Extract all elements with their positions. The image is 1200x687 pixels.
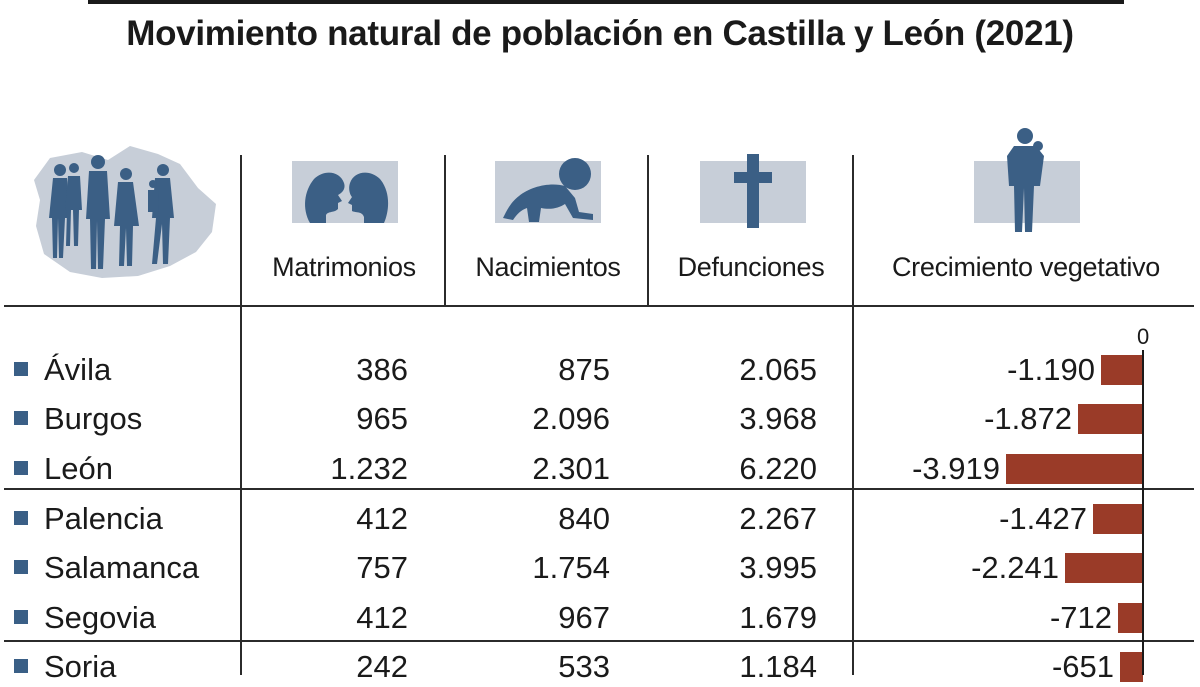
bullet-marker bbox=[14, 659, 28, 673]
chart-title: Movimiento natural de población en Casti… bbox=[126, 14, 1074, 53]
growth-value-label: -712 bbox=[1049, 600, 1112, 635]
province-name: Soria bbox=[44, 649, 117, 684]
province-name: Segovia bbox=[44, 600, 157, 635]
cell-matrimonios: 242 bbox=[356, 649, 408, 684]
province-label: Soria bbox=[14, 647, 116, 687]
province-label: Palencia bbox=[14, 499, 163, 539]
cell-nacimientos: 967 bbox=[558, 600, 610, 635]
cell-matrimonios: 412 bbox=[356, 600, 408, 635]
cell-matrimonios: 757 bbox=[356, 550, 408, 585]
cell-nacimientos: 533 bbox=[558, 649, 610, 684]
province-name: León bbox=[44, 451, 113, 486]
cell-matrimonios: 412 bbox=[356, 501, 408, 536]
growth-bar bbox=[1065, 553, 1143, 583]
bullet-marker bbox=[14, 560, 28, 574]
cell-defunciones: 3.995 bbox=[739, 550, 817, 585]
province-name: Salamanca bbox=[44, 550, 200, 585]
growth-value-label: -651 bbox=[1051, 649, 1114, 684]
province-name: Burgos bbox=[44, 401, 143, 436]
cell-matrimonios: 965 bbox=[356, 401, 408, 436]
adult-holding-child-icon bbox=[1007, 128, 1044, 232]
growth-value-label: -1.872 bbox=[984, 401, 1072, 436]
province-name: Palencia bbox=[44, 501, 163, 536]
province-label: Ávila bbox=[14, 350, 111, 390]
growth-bar bbox=[1078, 404, 1143, 434]
cross-icon bbox=[734, 154, 772, 228]
bullet-marker bbox=[14, 610, 28, 624]
cell-defunciones: 1.679 bbox=[739, 600, 817, 635]
group-divider-2 bbox=[4, 640, 1194, 642]
cell-defunciones: 3.968 bbox=[739, 401, 817, 436]
growth-value-label: -2.241 bbox=[971, 550, 1059, 585]
bullet-marker bbox=[14, 362, 28, 376]
header-nacimientos: Nacimientos bbox=[475, 252, 621, 282]
growth-bar bbox=[1101, 355, 1143, 385]
province-label: Salamanca bbox=[14, 548, 199, 588]
growth-bar bbox=[1093, 504, 1143, 534]
cell-nacimientos: 2.096 bbox=[532, 401, 610, 436]
province-label: Segovia bbox=[14, 598, 156, 638]
col-divider-4 bbox=[852, 155, 854, 675]
bullet-marker bbox=[14, 511, 28, 525]
growth-bar bbox=[1118, 603, 1143, 633]
cell-nacimientos: 2.301 bbox=[532, 451, 610, 486]
couple-faces-icon bbox=[305, 172, 389, 223]
cell-defunciones: 2.267 bbox=[739, 501, 817, 536]
province-name: Ávila bbox=[44, 352, 112, 387]
cell-nacimientos: 1.754 bbox=[532, 550, 610, 585]
growth-value-label: -1.427 bbox=[999, 501, 1087, 536]
zero-tick-label: 0 bbox=[1137, 324, 1150, 349]
growth-value-label: -3.919 bbox=[912, 451, 1000, 486]
growth-value-label: -1.190 bbox=[1007, 352, 1095, 387]
zero-axis bbox=[1142, 350, 1144, 675]
cell-defunciones: 6.220 bbox=[739, 451, 817, 486]
group-divider-1 bbox=[4, 488, 1194, 490]
province-label: Burgos bbox=[14, 399, 142, 439]
col-divider-2 bbox=[444, 155, 446, 305]
header-crecimiento: Crecimiento vegetativo bbox=[891, 252, 1161, 282]
cell-nacimientos: 840 bbox=[558, 501, 610, 536]
province-label: León bbox=[14, 449, 113, 489]
bullet-marker bbox=[14, 411, 28, 425]
growth-bar bbox=[1006, 454, 1143, 484]
cell-defunciones: 1.184 bbox=[739, 649, 817, 684]
crawling-baby-icon bbox=[503, 158, 593, 222]
people-on-map-icon bbox=[34, 146, 216, 278]
growth-bar bbox=[1120, 652, 1143, 682]
col-divider-1 bbox=[240, 155, 242, 675]
cell-nacimientos: 875 bbox=[558, 352, 610, 387]
cell-matrimonios: 1.232 bbox=[330, 451, 408, 486]
col-divider-3 bbox=[647, 155, 649, 305]
cell-matrimonios: 386 bbox=[356, 352, 408, 387]
header-defunciones: Defunciones bbox=[677, 252, 825, 282]
header-divider bbox=[4, 305, 1194, 307]
top-rule bbox=[88, 0, 1124, 4]
bullet-marker bbox=[14, 461, 28, 475]
header-matrimonios: Matrimonios bbox=[272, 252, 416, 282]
cell-defunciones: 2.065 bbox=[739, 352, 817, 387]
